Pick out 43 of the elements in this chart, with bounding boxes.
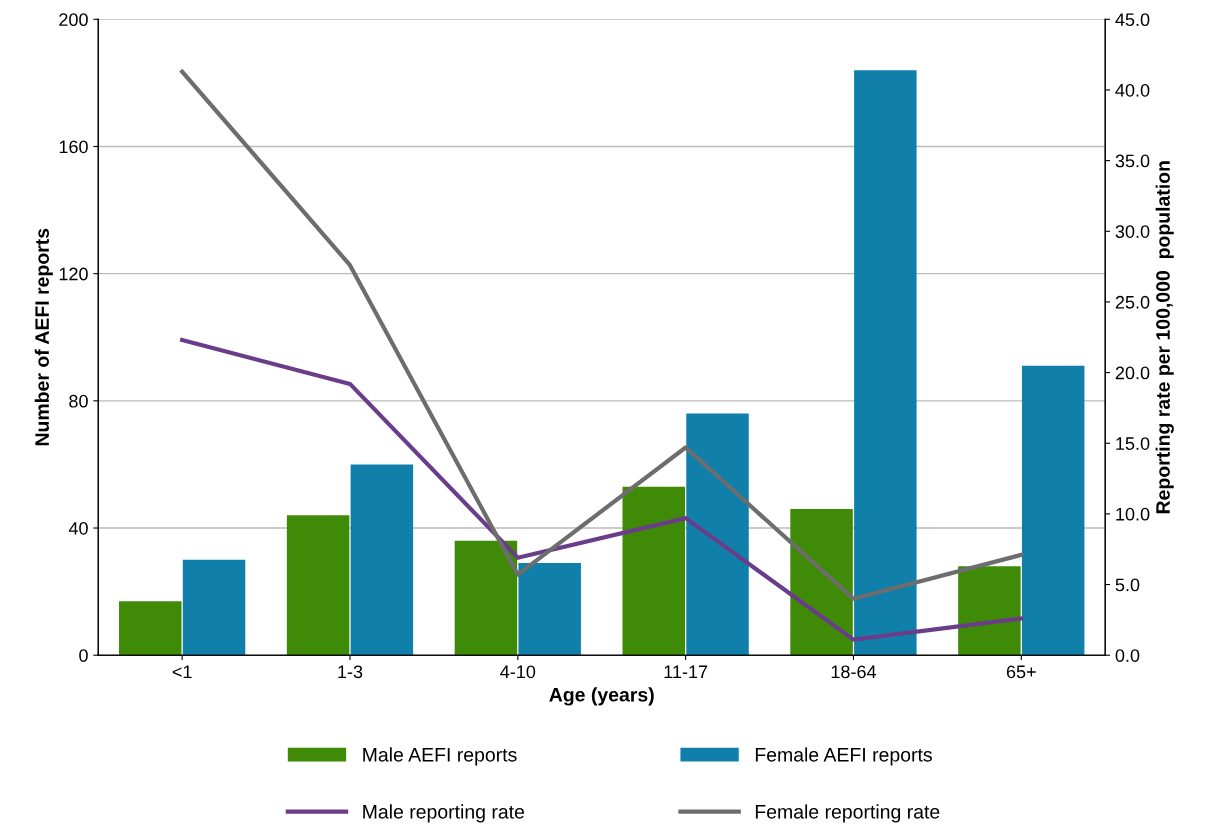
x-axis-title: Age (years): [549, 687, 654, 706]
y2-tick-label: 20.0: [1115, 366, 1150, 380]
y2-tick-label: 10.0: [1116, 507, 1150, 521]
y-tick-label: 80: [69, 394, 88, 408]
y-tick-label: 0: [79, 649, 88, 662]
legend-label: Male reporting rate: [363, 804, 525, 823]
y2-axis-title: Reporting rate per 100,000 population: [1155, 161, 1174, 514]
y2-tick-label: 15.0: [1116, 437, 1150, 450]
y2-tick-label: 5.0: [1115, 578, 1140, 592]
bar: [958, 566, 1021, 656]
bar: [622, 486, 685, 656]
line-series: [180, 338, 1024, 642]
x-tick-label: 1-3: [338, 665, 363, 679]
bar: [686, 413, 749, 656]
bar: [1021, 365, 1085, 656]
bar: [454, 540, 518, 656]
bar: [854, 70, 917, 656]
y2-tick-label: 30.0: [1115, 225, 1150, 238]
x-tick-label: 4-10: [500, 665, 536, 679]
bar: [182, 559, 246, 656]
y2-tick-label: 35.0: [1115, 154, 1150, 168]
legend-label: Male AEFI reports: [363, 747, 517, 766]
bar: [518, 563, 581, 656]
y-tick-label: 160: [59, 140, 88, 154]
y-tick-label: 40: [68, 521, 88, 535]
y-axis-title: Number of AEFI reports: [34, 228, 53, 446]
x-tick-label: 11-17: [664, 665, 708, 679]
y2-tick-label: 45.0: [1115, 13, 1150, 27]
y2-tick-label: 0.0: [1115, 649, 1140, 662]
x-tick-label: 65+: [1006, 665, 1036, 679]
y-tick-label: 120: [59, 267, 88, 281]
bar: [350, 464, 414, 656]
legend-label: Female reporting rate: [755, 804, 940, 823]
x-tick-label: 18-64: [831, 665, 877, 679]
x-tick-label: <1: [172, 665, 192, 679]
y-tick-label: 200: [59, 13, 88, 27]
y2-tick-label: 25.0: [1115, 295, 1150, 309]
bar: [119, 601, 182, 656]
bar: [286, 515, 350, 656]
legend-label: Female AEFI reports: [755, 747, 932, 766]
bar: [790, 508, 853, 656]
line-series: [180, 69, 1024, 601]
y2-tick-label: 40.0: [1115, 83, 1150, 97]
